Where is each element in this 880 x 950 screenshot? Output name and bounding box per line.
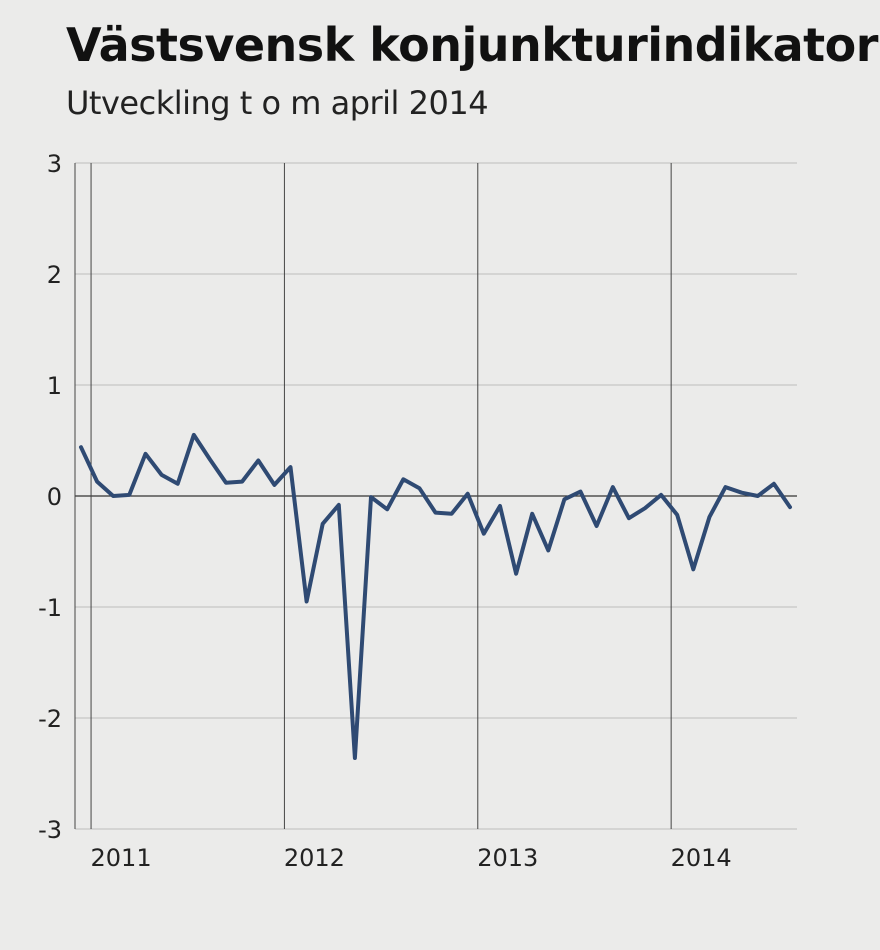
- x-tick-label: 2011: [91, 844, 152, 872]
- y-tick-label: 3: [47, 150, 62, 178]
- y-tick-label: 1: [47, 372, 62, 400]
- y-tick-label: -1: [38, 594, 62, 622]
- x-tick-label: 2012: [284, 844, 345, 872]
- series: [79, 432, 792, 760]
- chart-subtitle: Utveckling t o m april 2014: [66, 84, 489, 122]
- chart-title: Västsvensk konjunkturindikator: [66, 18, 878, 72]
- y-tick-label: -3: [38, 816, 62, 844]
- x-tick-label: 2013: [477, 844, 538, 872]
- y-tick-label: 0: [47, 483, 62, 511]
- grid: [74, 162, 797, 830]
- y-axis-ticks: 3 2 1 0 -1 -2 -3: [38, 150, 62, 844]
- x-tick-label: 2014: [671, 844, 732, 872]
- y-tick-label: 2: [47, 261, 62, 289]
- series-line: [79, 432, 792, 760]
- y-tick-label: -2: [38, 705, 62, 733]
- x-axis-ticks: 2011 2012 2013 2014: [91, 844, 732, 872]
